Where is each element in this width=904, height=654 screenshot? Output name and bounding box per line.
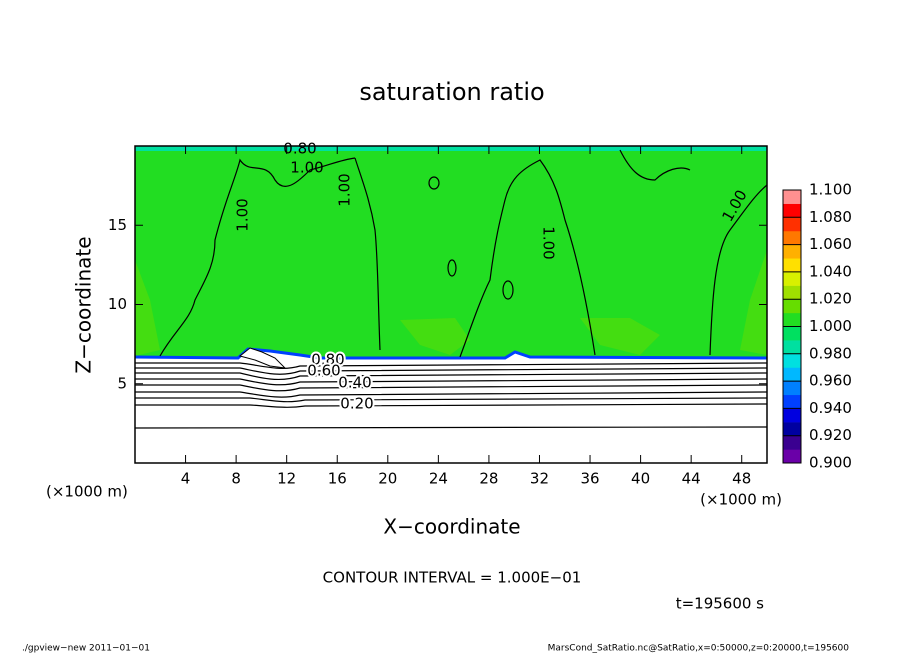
y-tick-label: 15	[108, 216, 127, 234]
contour-label: 0.20	[340, 395, 373, 413]
colorbar-tick-label: 1.020	[809, 290, 852, 308]
contour-line	[709, 184, 768, 356]
colorbar-tick-label: 0.940	[809, 399, 852, 417]
colorbar-band	[783, 258, 801, 273]
colorbar-band	[783, 190, 801, 204]
contour-line	[134, 426, 768, 429]
colorbar-band	[783, 312, 801, 327]
colorbar-tick-label: 1.000	[809, 317, 852, 335]
contour-line	[159, 157, 356, 357]
contour-line	[428, 176, 440, 190]
contour-label: 1.00	[290, 159, 323, 177]
colorbar-band	[783, 353, 801, 368]
y-unit: (×1000 m)	[46, 483, 128, 501]
colorbar-band	[783, 326, 801, 341]
contour-line	[135, 403, 768, 408]
contour-line	[135, 397, 768, 403]
x-tick-label: 44	[682, 470, 701, 488]
colorbar-tick-label: 1.080	[809, 208, 852, 226]
colorbar-band	[783, 367, 801, 382]
colorbar-band	[783, 408, 801, 423]
contour-line	[135, 391, 768, 398]
colorbar-band	[783, 449, 801, 464]
x-tick-label: 4	[181, 470, 191, 488]
contours	[159, 149, 768, 358]
colorbar-tick-label: 1.060	[809, 235, 852, 253]
x-tick-label: 16	[328, 470, 347, 488]
x-unit: (×1000 m)	[700, 491, 782, 509]
colorbar-tick-label: 0.920	[809, 426, 852, 444]
field-blob	[238, 347, 287, 369]
footer-right: MarsCond_SatRatio.nc@SatRatio,x=0:50000,…	[548, 644, 850, 654]
colorbar-band	[783, 230, 801, 245]
x-tick-label: 32	[530, 470, 549, 488]
contour-line	[135, 367, 768, 375]
x-tick-label: 40	[631, 470, 650, 488]
colorbar-tick-label: 1.100	[809, 181, 852, 199]
colorbar-band	[783, 271, 801, 286]
colorbar-tick-label: 0.980	[809, 344, 852, 362]
x-tick-label: 36	[580, 470, 599, 488]
contour-label: 0.40	[338, 374, 371, 392]
x-tick-label: 12	[277, 470, 296, 488]
x-tick-label: 24	[429, 470, 448, 488]
x-tick-label: 20	[378, 470, 397, 488]
field	[134, 146, 768, 429]
colorbar-band	[783, 394, 801, 409]
colorbar-band	[783, 299, 801, 314]
contour-line	[135, 362, 768, 369]
contour-line	[502, 280, 514, 300]
colorbar-tick-label: 0.960	[809, 372, 852, 390]
contour-label: 1.00	[234, 198, 252, 231]
x-tick-label: 28	[479, 470, 498, 488]
y-tick-label: 5	[117, 374, 127, 392]
contour-label: 0.60	[307, 362, 340, 380]
contour-line	[459, 159, 596, 358]
field-top-strip	[135, 146, 767, 151]
y-axis-label: Z−coordinate	[72, 236, 96, 373]
contour-line	[135, 372, 768, 381]
footer-left: ./gpview−new 2011−01−01	[22, 644, 150, 654]
colorbar-band	[783, 217, 801, 232]
colorbar-band	[783, 422, 801, 436]
time-label: t=195600 s	[676, 595, 764, 613]
x-tick-label: 8	[231, 470, 241, 488]
colorbar-tick-label: 0.900	[809, 454, 852, 472]
chart-title: saturation ratio	[359, 78, 544, 106]
x-tick-label: 48	[732, 470, 751, 488]
contour-label: 0.80	[311, 351, 344, 369]
contour-line	[135, 378, 768, 386]
contour-label: 0.80	[283, 140, 316, 158]
contour-line	[354, 157, 381, 351]
contour-line	[135, 384, 768, 392]
contour-line	[619, 149, 691, 181]
annotation: CONTOUR INTERVAL = 1.000E−01	[323, 569, 582, 587]
y-tick-label: 10	[108, 295, 127, 313]
colorbar-band	[783, 340, 801, 355]
contour-label: 1.00	[540, 226, 558, 259]
colorbar-band	[783, 244, 801, 259]
field-lightgreen	[135, 250, 767, 356]
field-green	[135, 150, 767, 358]
contour-label: 1.00	[336, 173, 354, 206]
contour-line	[447, 259, 457, 277]
colorbar-band	[783, 381, 801, 396]
colorbar-band	[783, 435, 801, 450]
colorbar-tick-label: 1.040	[809, 262, 852, 280]
x-axis-label: X−coordinate	[383, 515, 520, 539]
colorbar-band	[783, 203, 801, 218]
contours-lower	[134, 362, 768, 429]
colorbar-band	[783, 285, 801, 300]
